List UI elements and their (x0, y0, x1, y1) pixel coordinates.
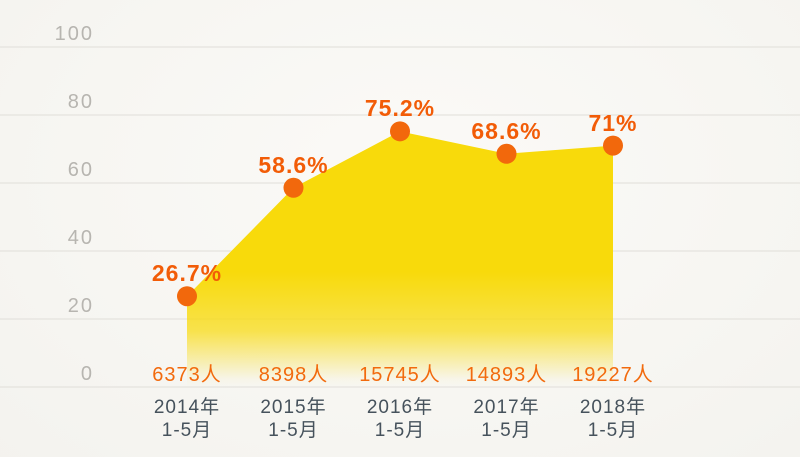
x-tick-label: 2018年 1-5月 (580, 396, 646, 442)
x-tick-label: 2015年 1-5月 (260, 396, 326, 442)
percent-label: 68.6% (471, 117, 542, 144)
x-tick-year: 2017年 (473, 397, 540, 418)
x-tick-months: 1-5月 (161, 420, 213, 441)
percent-label: 71% (588, 109, 638, 136)
data-point (603, 135, 623, 156)
x-tick-months: 1-5月 (374, 420, 426, 441)
x-tick-months: 1-5月 (268, 420, 319, 441)
y-tick-label: 80 (67, 91, 94, 113)
data-point (283, 177, 304, 198)
data-point (496, 143, 517, 164)
x-tick-year: 2018年 (579, 397, 647, 418)
percent-label: 58.6% (258, 151, 329, 178)
y-tick-label: 20 (67, 295, 94, 317)
data-point (390, 121, 410, 142)
percent-label: 75.2% (364, 95, 436, 122)
data-point (177, 286, 197, 307)
x-tick-months: 1-5月 (587, 420, 639, 441)
x-tick-label: 2016年 1-5月 (367, 396, 433, 442)
x-tick-year: 2015年 (260, 397, 327, 418)
x-tick-label: 2017年 1-5月 (473, 396, 539, 442)
count-label: 19227人 (572, 364, 654, 386)
x-tick-label: 2014年 1-5月 (154, 396, 220, 442)
y-tick-label: 0 (80, 363, 94, 385)
count-label: 8398人 (258, 364, 329, 386)
y-tick-label: 60 (67, 159, 94, 181)
y-tick-label: 40 (67, 227, 94, 249)
x-tick-year: 2016年 (366, 397, 434, 418)
y-tick-label: 100 (54, 23, 94, 45)
percent-label: 26.7% (151, 260, 223, 287)
count-label: 6373人 (152, 364, 222, 386)
count-label: 14893人 (465, 364, 548, 386)
x-tick-year: 2014年 (153, 397, 221, 418)
count-label: 15745人 (359, 364, 441, 386)
x-tick-months: 1-5月 (481, 420, 532, 441)
